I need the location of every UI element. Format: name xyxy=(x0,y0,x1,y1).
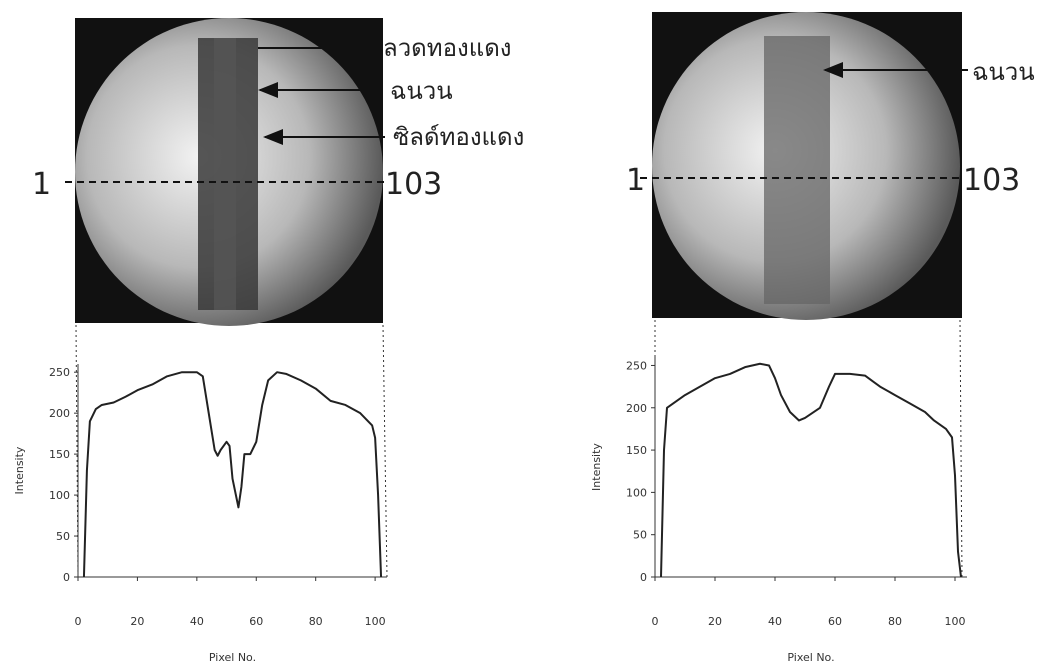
x-tick-label: 80 xyxy=(888,615,902,628)
x-tick-label: 100 xyxy=(365,615,386,628)
xray-image-right xyxy=(640,12,968,578)
start-label: 1 xyxy=(32,167,51,202)
y-tick-label: 0 xyxy=(63,571,70,584)
label: ฉนวน xyxy=(972,58,1035,86)
start-label: 1 xyxy=(626,163,645,198)
xray-image-left xyxy=(65,18,388,578)
x-tick-label: 100 xyxy=(945,615,966,628)
x-tick-label: 40 xyxy=(768,615,782,628)
x-tick-label: 20 xyxy=(708,615,722,628)
y-axis-title: Intensity xyxy=(590,443,603,491)
y-tick-label: 150 xyxy=(626,444,647,457)
y-tick-label: 100 xyxy=(49,489,70,502)
y-tick-label: 50 xyxy=(633,529,647,542)
x-tick-label: 60 xyxy=(828,615,842,628)
x-tick-label: 20 xyxy=(130,615,144,628)
y-tick-label: 0 xyxy=(640,571,647,584)
x-axis-title: Pixel No. xyxy=(787,651,834,664)
y-axis-title: Intensity xyxy=(13,446,26,494)
y-tick-label: 50 xyxy=(56,530,70,543)
label: ซิลด์ทองแดง xyxy=(393,123,524,151)
y-tick-label: 200 xyxy=(626,402,647,415)
y-tick-label: 250 xyxy=(626,359,647,372)
y-tick-label: 250 xyxy=(49,366,70,379)
label: ฉนวน xyxy=(390,77,453,105)
end-label: 103 xyxy=(385,167,442,202)
x-tick-label: 0 xyxy=(652,615,659,628)
data-line xyxy=(82,371,383,578)
label: ลวดทองแดง xyxy=(383,34,512,62)
x-tick-label: 0 xyxy=(75,615,82,628)
y-tick-label: 150 xyxy=(49,448,70,461)
x-tick-label: 80 xyxy=(309,615,323,628)
y-tick-label: 100 xyxy=(626,486,647,499)
data-line xyxy=(660,362,962,578)
x-tick-label: 60 xyxy=(249,615,263,628)
end-label: 103 xyxy=(963,163,1020,198)
x-tick-label: 40 xyxy=(190,615,204,628)
x-axis-title: Pixel No. xyxy=(209,651,256,664)
y-tick-label: 200 xyxy=(49,407,70,420)
